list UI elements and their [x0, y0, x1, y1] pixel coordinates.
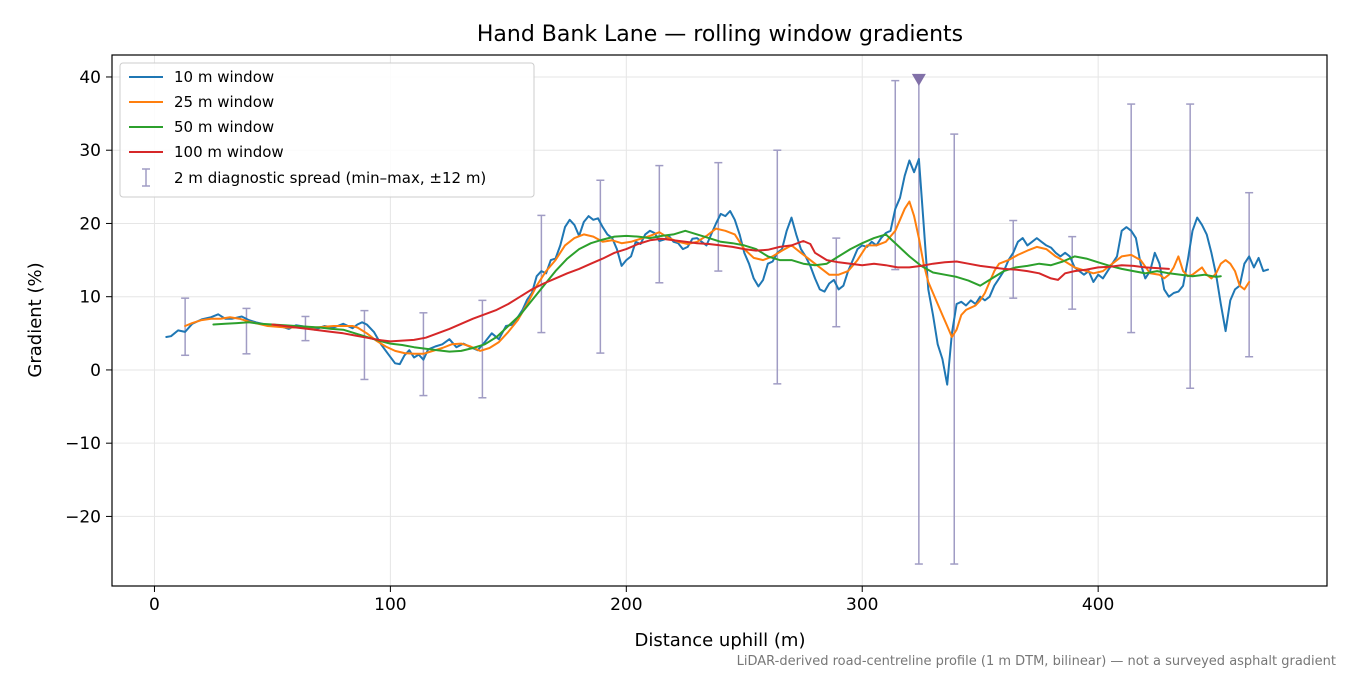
- series-layer: [165, 158, 1269, 386]
- errorbar: [537, 214, 546, 334]
- errorbar: [242, 307, 251, 355]
- y-tick-label: −20: [65, 507, 101, 527]
- legend-box: [119, 62, 535, 198]
- errorbar: [596, 179, 605, 354]
- marker-layer: [911, 73, 926, 86]
- x-tick-label: 200: [610, 595, 642, 615]
- y-axis-title: Gradient (%): [25, 262, 46, 377]
- errorbar: [950, 133, 959, 565]
- legend-swatch-errorbar: [142, 168, 150, 187]
- footnote: LiDAR-derived road-centreline profile (1…: [737, 654, 1336, 669]
- series-line-10m: [165, 158, 1269, 386]
- x-axis-title: Distance uphill (m): [635, 630, 806, 651]
- x-tick-label: 0: [149, 595, 160, 615]
- y-tick-label: 30: [79, 141, 101, 161]
- y-axis-ticks: −20 −10 0 10 20 30 40: [65, 68, 112, 527]
- x-tick-label: 400: [1082, 595, 1114, 615]
- errorbar: [832, 237, 841, 328]
- legend-label-50m: 50 m window: [174, 118, 274, 136]
- chart-title: Hand Bank Lane — rolling window gradient…: [477, 22, 963, 47]
- legend-label-errorbar: 2 m diagnostic spread (min–max, ±12 m): [174, 169, 486, 187]
- errorbar: [360, 309, 369, 381]
- y-tick-label: 20: [79, 214, 101, 234]
- errorbar: [1009, 219, 1018, 299]
- x-tick-label: 300: [846, 595, 878, 615]
- errorbar: [478, 299, 487, 399]
- x-tick-label: 100: [374, 595, 406, 615]
- y-tick-label: 0: [90, 361, 101, 381]
- y-tick-label: −10: [65, 434, 101, 454]
- series-line-50m: [212, 229, 1222, 353]
- errorbar-layer: [181, 76, 1254, 565]
- x-axis-ticks: 0 100 200 300 400: [149, 586, 1114, 615]
- errorbar: [655, 164, 664, 284]
- legend-label-25m: 25 m window: [174, 93, 274, 111]
- plot-frame: [111, 54, 1328, 587]
- peak-marker: [911, 73, 926, 86]
- y-tick-label: 10: [79, 288, 101, 308]
- errorbar: [773, 149, 782, 385]
- legend: 10 m window 25 m window 50 m window 100 …: [119, 62, 535, 198]
- legend-label-100m: 100 m window: [174, 143, 284, 161]
- errorbar: [891, 79, 900, 271]
- series-line-25m: [184, 200, 1251, 355]
- y-tick-label: 40: [79, 68, 101, 88]
- legend-label-10m: 10 m window: [174, 68, 274, 86]
- series-line-100m: [271, 237, 1170, 343]
- errorbar: [1068, 235, 1077, 310]
- errorbar: [1127, 103, 1136, 334]
- errorbar: [1245, 191, 1254, 358]
